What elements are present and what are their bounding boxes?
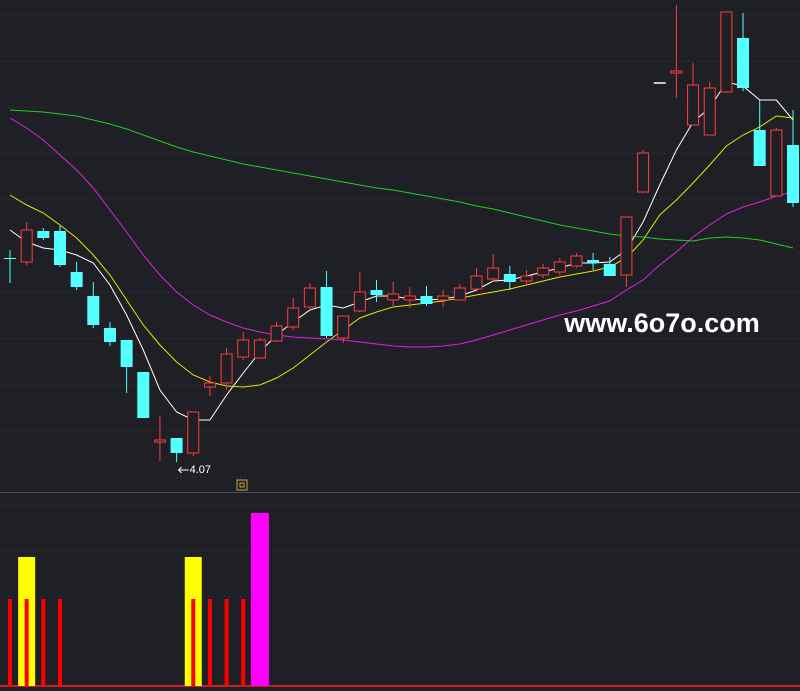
- marker-icon: [236, 479, 248, 491]
- candle-body: [570, 255, 583, 267]
- candle-body: [670, 70, 683, 74]
- candle-body: [137, 372, 150, 418]
- indicator-bar: [207, 599, 212, 686]
- candle-body: [770, 129, 783, 197]
- candle-body: [487, 267, 500, 280]
- indicator-bar: [57, 599, 62, 686]
- candle-body: [737, 38, 750, 88]
- candle-body: [553, 261, 566, 273]
- candle-body: [353, 291, 366, 312]
- candle-body: [87, 296, 100, 325]
- candle-body: [687, 84, 700, 126]
- low-label: 4.07: [190, 464, 211, 476]
- indicator-bar: [224, 599, 229, 686]
- moving-average-line: [9, 81, 794, 421]
- candle-body: [220, 353, 233, 384]
- moving-average-line: [9, 109, 794, 249]
- indicator-bar: [250, 513, 269, 686]
- marker-icon-inner: [239, 482, 245, 488]
- indicator-bar: [8, 599, 12, 686]
- candle-body: [603, 264, 616, 276]
- candle-body: [187, 411, 200, 454]
- candle-body: [437, 295, 450, 301]
- candle-body: [453, 287, 466, 301]
- indicator-bar: [241, 599, 246, 686]
- candle-body: [153, 439, 166, 443]
- candle-body: [303, 287, 316, 308]
- candle-body: [170, 438, 183, 453]
- candle-body: [370, 290, 383, 295]
- moving-average-line: [9, 115, 794, 388]
- indicator-bar: [191, 599, 196, 686]
- candle-body: [337, 315, 350, 339]
- candle-body: [587, 260, 600, 263]
- candle-body: [253, 339, 266, 359]
- candle-body: [320, 287, 333, 336]
- candle-body: [703, 87, 716, 136]
- low-arrow-head: [177, 466, 182, 474]
- candle-body: [403, 295, 416, 301]
- moving-average-line: [9, 117, 794, 348]
- candle-body: [4, 258, 16, 259]
- candle-body: [620, 216, 633, 276]
- candle-body: [520, 275, 533, 282]
- candle-body: [203, 382, 216, 388]
- candle-body: [103, 328, 116, 342]
- candle-body: [753, 130, 766, 166]
- candle-body: [503, 274, 516, 282]
- candle-body: [537, 267, 550, 276]
- candle-body: [270, 325, 283, 342]
- watermark: www.6o7o.com: [563, 308, 760, 338]
- candle-body: [20, 229, 33, 263]
- candle-body: [787, 145, 800, 203]
- candle-body: [237, 339, 250, 358]
- indicator-bar: [24, 599, 29, 686]
- candle-body: [120, 340, 133, 367]
- candle-body: [53, 231, 66, 265]
- candle-body: [70, 272, 83, 287]
- candle-body: [420, 296, 433, 304]
- candle-body: [287, 307, 300, 328]
- candle-body: [470, 275, 483, 290]
- candle-body: [387, 293, 400, 301]
- candle-body: [637, 152, 650, 193]
- candle-body: [37, 231, 50, 238]
- indicator-bar: [41, 599, 46, 686]
- candle-body: [720, 11, 733, 93]
